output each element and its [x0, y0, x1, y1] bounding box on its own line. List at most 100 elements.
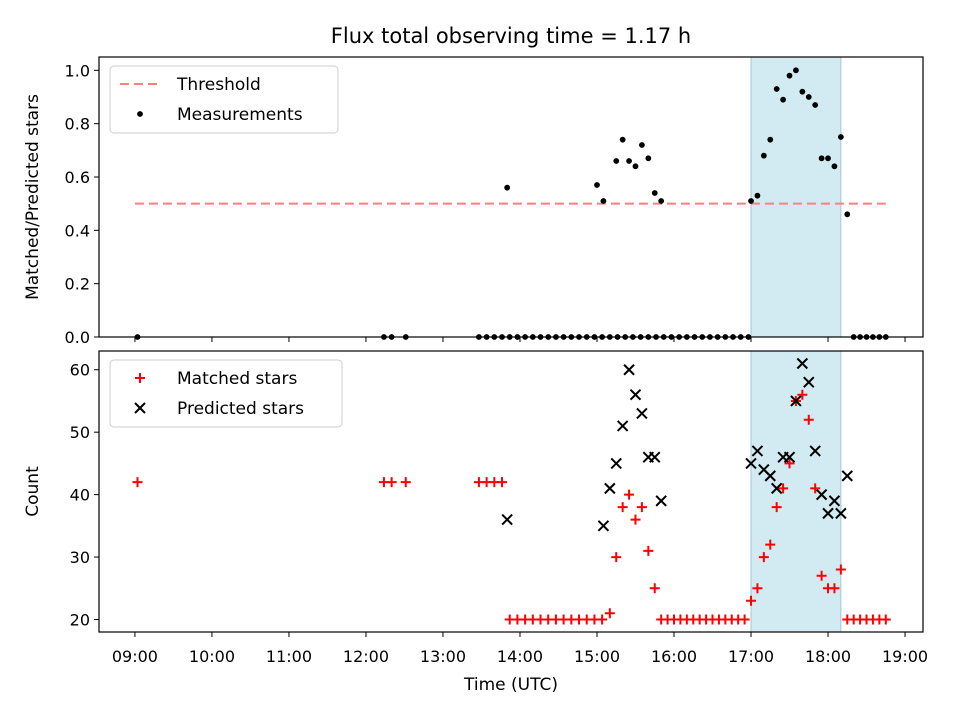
- bottom-x-tick-label: 11:00: [266, 647, 312, 666]
- bottom-y-tick-label: 50: [70, 423, 90, 442]
- matched-star-point: [803, 414, 814, 425]
- bottom-x-tick-label: 15:00: [574, 647, 620, 666]
- bottom-x-tick-label: 09:00: [112, 647, 158, 666]
- matched-star-point: [835, 564, 846, 575]
- bottom-y-tick-label: 20: [70, 611, 90, 630]
- measurement-point: [402, 334, 409, 340]
- matched-star-point: [797, 389, 808, 400]
- matched-star-point: [617, 502, 628, 513]
- measurement-point: [844, 211, 851, 218]
- measurement-point: [606, 334, 613, 340]
- measurement-point: [537, 334, 544, 340]
- measurement-point: [529, 334, 536, 340]
- legend-predicted-swatch: [134, 402, 146, 414]
- measurement-point: [653, 334, 659, 340]
- predicted-star-point: [828, 495, 841, 507]
- top-y-tick-label: 0.6: [65, 168, 90, 187]
- bottom-x-tick-label: 10:00: [189, 647, 235, 666]
- measurement-point: [882, 334, 889, 340]
- predicted-star-point: [815, 488, 828, 501]
- predicted-star-point: [610, 457, 622, 470]
- measurement-point: [660, 334, 667, 340]
- measurement-point: [760, 152, 767, 159]
- matched-star-point: [643, 545, 654, 556]
- chart-title: Flux total observing time = 1.17 h: [331, 24, 691, 48]
- matched-star-point: [810, 483, 821, 494]
- measurement-point: [545, 334, 552, 340]
- predicted-star-point: [841, 470, 853, 482]
- top-y-tick-label: 0.8: [65, 115, 90, 134]
- measurement-point: [613, 158, 620, 164]
- measurement-point: [591, 334, 598, 340]
- matched-star-point: [784, 458, 795, 469]
- matched-star-point: [765, 539, 776, 550]
- matched-star-point: [597, 614, 608, 625]
- measurement-point: [805, 94, 812, 100]
- measurement-point: [870, 334, 876, 340]
- matched-star-point: [829, 583, 840, 594]
- bottom-x-tick-label: 19:00: [882, 647, 928, 666]
- bottom-panel-count: 20 30 40 50 60 09:00 10:00 11:00 12:00 13:00 14:00…: [23, 350, 928, 666]
- matched-star-point: [630, 514, 641, 525]
- measurement-point: [799, 88, 806, 95]
- measurement-point: [714, 334, 721, 340]
- matched-star-point: [604, 608, 615, 619]
- legend-matched-swatch: [135, 373, 145, 383]
- top-shaded-span: [750, 56, 842, 338]
- predicted-star-point: [745, 457, 757, 470]
- bottom-x-tick-label: 13:00: [420, 647, 466, 666]
- bottom-y-tick-label: 30: [70, 548, 90, 567]
- matched-star-point: [497, 477, 508, 488]
- bottom-y-tick-label: 40: [70, 486, 90, 505]
- measurement-point: [691, 334, 698, 340]
- bottom-y-axis-label: Count: [23, 466, 43, 517]
- top-y-axis-label: Matched/Predicted stars: [23, 94, 43, 300]
- top-y-tick-label: 0.0: [65, 328, 90, 347]
- top-y-tick-label: 1.0: [65, 61, 90, 80]
- measurement-point: [818, 155, 825, 162]
- top-y-tick-label: 0.2: [65, 275, 90, 294]
- matched-star-point: [649, 583, 660, 594]
- predicted-star-point: [597, 520, 610, 532]
- matched-star-point: [816, 570, 827, 581]
- bottom-legend-box: [109, 359, 343, 428]
- predicted-star-point: [623, 364, 635, 376]
- predicted-star-point: [604, 482, 616, 495]
- top-series-1: [134, 67, 889, 340]
- matched-star-point: [132, 477, 143, 488]
- measurement-point: [599, 334, 606, 340]
- measurement-point: [831, 163, 838, 170]
- measurement-point: [668, 334, 675, 340]
- measurement-point: [614, 334, 621, 340]
- measurement-point: [576, 334, 582, 340]
- measurement-point: [630, 334, 636, 340]
- matched-star-point: [611, 552, 622, 563]
- bottom-x-tick-label: 17:00: [728, 647, 774, 666]
- measurement-point: [793, 67, 799, 74]
- measurement-point: [658, 198, 665, 204]
- measurement-point: [619, 136, 626, 143]
- measurement-point: [825, 155, 831, 162]
- measurement-point: [857, 334, 864, 340]
- top-legend: Threshold Measurements: [109, 65, 339, 134]
- matched-star-point: [880, 614, 891, 625]
- predicted-star-point: [835, 507, 847, 520]
- measurement-point: [622, 334, 629, 340]
- measurement-point: [632, 163, 639, 170]
- top-y-tick-label: 0.4: [65, 221, 90, 240]
- legend-measurement-swatch: [137, 111, 143, 117]
- matched-star-point: [746, 595, 757, 606]
- measurement-point: [594, 182, 600, 188]
- measurement-point: [773, 86, 780, 92]
- measurement-point: [876, 334, 883, 340]
- measurement-point: [553, 334, 559, 340]
- matched-star-point: [758, 552, 769, 563]
- legend-entry-label: Matched stars: [177, 369, 297, 389]
- measurement-point: [491, 334, 498, 340]
- bottom-x-tick-label: 14:00: [497, 647, 543, 666]
- legend-entry-label: Measurements: [177, 105, 303, 125]
- predicted-star-point: [655, 495, 667, 507]
- bottom-x-tick-label: 16:00: [651, 647, 697, 666]
- measurement-point: [850, 334, 857, 340]
- predicted-star-point: [616, 420, 629, 432]
